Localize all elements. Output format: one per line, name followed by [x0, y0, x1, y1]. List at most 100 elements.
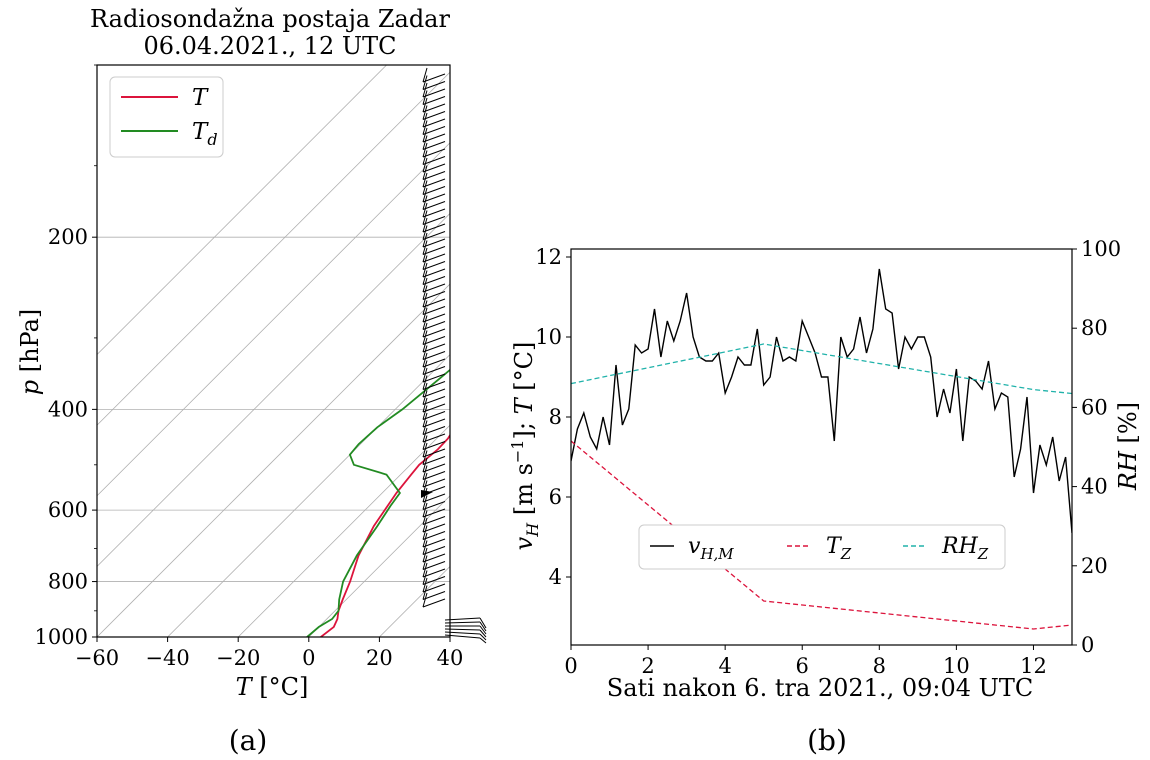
y-tick-label-right: 20 — [1081, 554, 1108, 578]
isotherm-line — [97, 283, 450, 637]
wind-barb — [444, 621, 487, 632]
wind-barb — [422, 345, 446, 360]
y-tick-label-left: 6 — [549, 485, 562, 509]
wind-barb — [422, 502, 446, 518]
x-tick-label: −40 — [145, 646, 189, 670]
wind-barb — [444, 617, 487, 629]
panel-a-ticks: −60 −40 −20 0 20 40 200 400 600 800 1000 — [35, 64, 464, 670]
y-tick-label-right: 0 — [1081, 633, 1094, 657]
wind-barb — [422, 547, 446, 563]
panel-a-title-line2: 06.04.2021., 12 UTC — [143, 32, 396, 60]
panel-b-xlabel: Sati nakon 6. tra 2021., 09:04 UTC — [607, 674, 1033, 702]
wind-barb — [422, 82, 446, 98]
wind-barb — [422, 210, 446, 225]
y-tick-label-right: 100 — [1081, 237, 1121, 261]
wind-barb — [422, 562, 446, 578]
wind-barb — [422, 367, 446, 383]
wind-barb — [422, 495, 446, 510]
wind-barb — [422, 195, 446, 210]
wind-barb — [422, 585, 446, 600]
wind-barb — [422, 577, 446, 593]
y-tick-label: 600 — [48, 498, 88, 522]
wind-barb — [422, 352, 446, 368]
legend-label-TZ: TZ — [826, 534, 852, 563]
wind-barb — [422, 165, 446, 180]
wind-barb — [444, 634, 487, 644]
series-line-vHM — [571, 268, 1072, 534]
panel-a-caption: (a) — [229, 724, 268, 757]
wind-barb — [422, 240, 446, 255]
wind-barb — [422, 472, 446, 488]
wind-barb — [444, 628, 487, 638]
isotherm-line — [308, 495, 450, 637]
x-tick-label: 4 — [718, 654, 731, 678]
wind-barb — [422, 67, 446, 83]
wind-barb — [422, 457, 446, 473]
x-tick-label: 40 — [437, 646, 464, 670]
wind-barb — [422, 405, 446, 420]
panel-b-ylabel-right: RH [%] — [1114, 402, 1142, 491]
wind-barb — [422, 157, 446, 173]
y-tick-label-right: 40 — [1081, 475, 1108, 499]
x-tick-label: 6 — [796, 654, 809, 678]
wind-barb — [422, 427, 446, 443]
y-tick-label-left: 12 — [535, 245, 562, 269]
wind-barb — [422, 330, 446, 345]
x-tick-label: 0 — [302, 646, 315, 670]
wind-barb — [422, 382, 446, 398]
wind-barb — [422, 90, 446, 105]
wind-barb — [422, 217, 446, 233]
wind-barb — [422, 517, 446, 533]
y-tick-label: 800 — [48, 570, 88, 594]
isotherm-line — [237, 424, 450, 637]
wind-barb — [422, 322, 446, 338]
y-tick-label-left: 4 — [549, 565, 562, 589]
wind-barb — [422, 187, 446, 203]
wind-barb — [422, 592, 446, 608]
wind-barb — [422, 97, 446, 113]
y-tick-label: 400 — [48, 397, 88, 421]
wind-barb — [422, 390, 446, 405]
wind-barb — [422, 270, 446, 285]
series-line-RHZ — [571, 343, 1072, 395]
panel-a-title-line1: Radiosondažna postaja Zadar — [90, 5, 450, 33]
y-tick-label: 200 — [48, 225, 88, 249]
x-tick-label: −60 — [75, 646, 119, 670]
legend-label-T: T — [192, 85, 209, 111]
isotherm-line — [167, 354, 450, 637]
wind-barb — [422, 172, 446, 188]
wind-barb — [422, 277, 446, 293]
wind-barb — [422, 510, 446, 525]
wind-barb — [422, 112, 446, 128]
wind-barb — [422, 360, 446, 375]
y-tick-label: 1000 — [35, 625, 88, 649]
y-tick-label-left: 10 — [535, 325, 562, 349]
series-line-TZ — [571, 440, 1072, 630]
wind-barb — [444, 631, 487, 641]
wind-barb — [422, 555, 446, 570]
wind-barb — [422, 435, 446, 450]
wind-barb — [422, 255, 446, 270]
wind-barb — [422, 420, 446, 435]
wind-barb — [422, 105, 446, 120]
wind-barb — [422, 142, 446, 158]
wind-barb — [422, 375, 446, 390]
wind-barb — [422, 307, 446, 323]
wind-barb — [445, 625, 487, 635]
wind-barb — [422, 127, 446, 143]
wind-barb — [422, 337, 446, 353]
wind-barb — [422, 465, 446, 480]
wind-barb — [422, 180, 446, 195]
wind-barb — [422, 262, 446, 278]
wind-barb — [422, 532, 446, 548]
wind-barb — [422, 315, 446, 330]
panel-a-ylabel: p [hPa] — [16, 309, 44, 396]
x-tick-label: −20 — [216, 646, 260, 670]
wind-barb — [422, 285, 446, 300]
wind-barb — [422, 525, 446, 540]
wind-barb — [422, 150, 446, 165]
wind-barb — [422, 412, 446, 428]
panel-b-caption: (b) — [807, 724, 847, 757]
